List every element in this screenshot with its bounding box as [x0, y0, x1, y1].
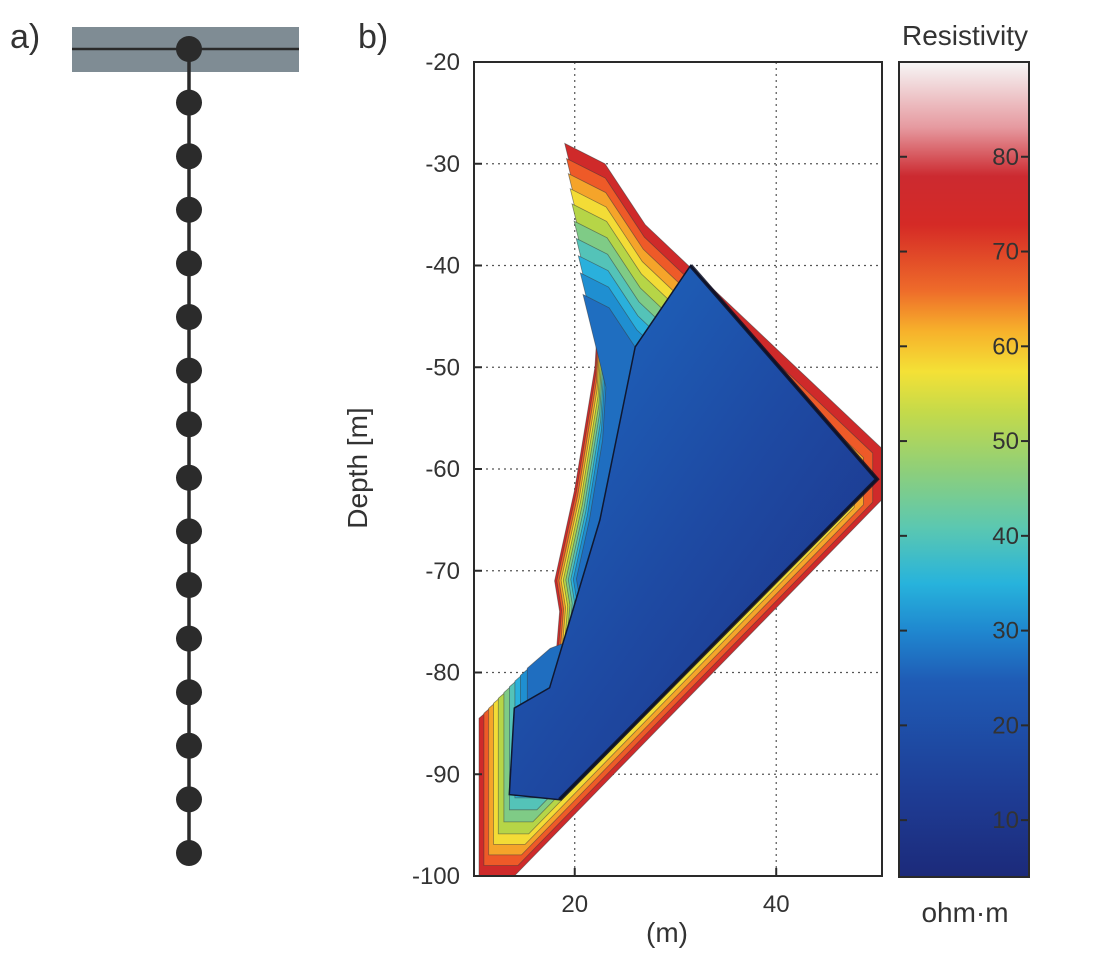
colorbar-tick-label-7: 80 [992, 144, 1019, 171]
electrode-10 [176, 518, 202, 545]
colorbar-tick-label-0: 10 [992, 807, 1019, 834]
colorbar-tick-label-3: 40 [992, 523, 1019, 550]
electrode-1 [176, 36, 202, 62]
electrode-12 [176, 625, 202, 652]
colorbar: Resistivity 10 20 30 40 50 60 70 80 ohm·m [898, 20, 1030, 928]
electrode-13 [176, 679, 202, 706]
electrode-6 [176, 304, 202, 330]
electrode-14 [176, 732, 202, 759]
colorbar-tick-label-5: 60 [992, 333, 1019, 360]
electrode-3 [176, 143, 202, 170]
panel-a-label: a) [10, 18, 41, 56]
colorbar-tick-label-4: 50 [992, 428, 1019, 455]
core-boundary-edge [558, 264, 880, 802]
y-tick-label-6: -80 [425, 660, 460, 687]
x-tick-label-0: 20 [561, 891, 588, 918]
colorbar-unit: ohm·m [921, 897, 1008, 928]
electrode-5 [176, 250, 202, 277]
colorbar-tick-label-6: 70 [992, 239, 1019, 266]
x-tick-label-1: 40 [763, 891, 790, 918]
colorbar-tick-label-1: 20 [992, 712, 1019, 739]
y-tick-label-4: -60 [425, 456, 460, 483]
y-tick-label-0: -20 [425, 49, 460, 76]
electrode-2 [176, 89, 202, 116]
y-tick-label-1: -30 [425, 151, 460, 178]
y-axis-label: Depth [m] [342, 407, 373, 528]
x-axis-label: (m) [646, 917, 688, 948]
y-tick-label-8: -100 [412, 863, 460, 890]
resistivity-plot: -20 -30 -40 -50 -60 -70 -80 -90 -100 20 40 (m) De… [342, 49, 883, 948]
borehole-schematic [72, 27, 299, 866]
electrode-8 [176, 411, 202, 438]
colorbar-tick-label-2: 30 [992, 618, 1019, 645]
panel-b-label: b) [358, 18, 389, 56]
y-tick-label-3: -50 [425, 354, 460, 381]
electrode-7 [176, 357, 202, 384]
y-tick-label-2: -40 [425, 253, 460, 280]
colorbar-title: Resistivity [902, 20, 1028, 51]
electrode-9 [176, 464, 202, 491]
y-tick-label-7: -90 [425, 761, 460, 788]
electrode-4 [176, 196, 202, 223]
colorbar-gradient [898, 61, 1030, 878]
electrode-15 [176, 786, 202, 813]
y-tick-label-5: -70 [425, 558, 460, 585]
electrode-11 [176, 572, 202, 598]
electrode-16 [176, 840, 202, 866]
